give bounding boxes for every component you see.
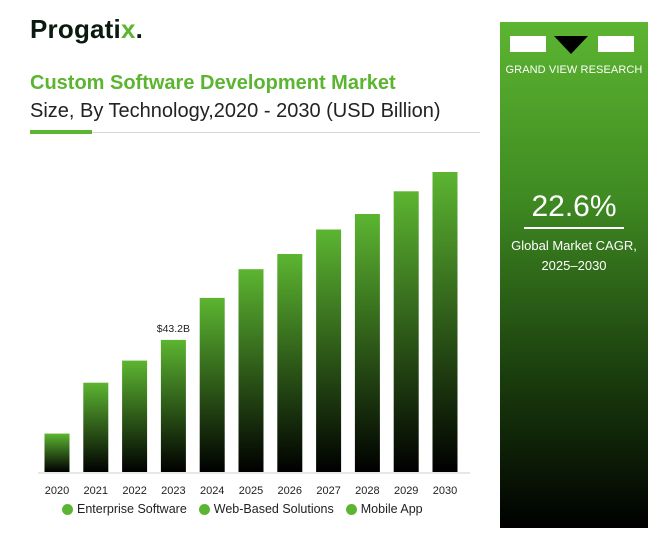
logo-text-suffix: . — [135, 14, 144, 44]
legend-dot-icon — [345, 503, 357, 515]
bar-2024 — [199, 297, 225, 472]
bar-2023 — [160, 339, 186, 472]
x-tick-label-2024: 2024 — [200, 485, 224, 497]
x-tick-label-2020: 2020 — [45, 485, 69, 497]
logo-box-left-icon — [510, 36, 546, 52]
x-tick-label-2030: 2030 — [433, 485, 457, 497]
chart-title-line2: Size, By Technology,2020 - 2030 (USD Bil… — [30, 100, 441, 122]
legend-label: Enterprise Software — [77, 502, 187, 516]
bar-2022 — [122, 360, 148, 472]
x-tick-label-2027: 2027 — [316, 485, 340, 497]
source-label: GRAND VIEW RESEARCH — [505, 64, 643, 76]
logo-box-right-icon — [598, 36, 634, 52]
title-divider — [30, 132, 480, 133]
progatix-logo: Progatix. — [30, 14, 143, 45]
legend-dot-icon — [198, 503, 210, 515]
legend-item-web: Web-Based Solutions — [198, 502, 334, 516]
title-accent-bar — [30, 130, 92, 134]
x-tick-label-2021: 2021 — [84, 485, 108, 497]
x-tick-label-2022: 2022 — [122, 485, 146, 497]
cagr-divider — [524, 227, 624, 229]
bar-2025 — [238, 269, 264, 472]
logo-text-main: Progati — [30, 14, 121, 44]
legend-dot-icon — [62, 503, 73, 515]
grand-view-research-logo — [510, 36, 634, 54]
data-label-2023: $43.2B — [157, 323, 190, 335]
x-tick-label-2025: 2025 — [239, 485, 263, 497]
bar-2027 — [316, 229, 342, 472]
cagr-label: Global Market CAGR, 2025–2030 — [500, 236, 648, 276]
bar-2030 — [432, 172, 458, 472]
legend-item-mobile: Mobile App — [345, 502, 423, 516]
cagr-label-line2: 2025–2030 — [541, 258, 607, 273]
x-tick-label-2029: 2029 — [394, 485, 418, 497]
legend: Enterprise Software Web-Based Solutions … — [62, 502, 423, 516]
bar-2029 — [393, 191, 419, 473]
bars-group — [44, 172, 458, 473]
legend-label: Web-Based Solutions — [213, 502, 334, 516]
x-axis-ticks: 2020 2021 2022 2023 2024 2025 2026 2027 2028 2029… — [45, 485, 457, 497]
legend-label: Mobile App — [360, 502, 423, 516]
bar-2028 — [354, 214, 380, 472]
cagr-side-panel — [500, 22, 648, 528]
bar-2026 — [277, 254, 303, 472]
logo-triangle-icon — [554, 36, 588, 54]
annotations-group: $43.2B — [157, 323, 190, 335]
legend-item-enterprise: Enterprise Software — [62, 502, 187, 516]
x-tick-label-2026: 2026 — [278, 485, 302, 497]
chart-title-line1: Custom Software Development Market — [30, 72, 396, 94]
cagr-value: 22.6% — [531, 190, 617, 223]
bar-2021 — [83, 382, 109, 472]
x-tick-label-2023: 2023 — [161, 485, 185, 497]
bar-2020 — [44, 433, 70, 472]
logo-text-accent: x — [120, 14, 136, 44]
x-tick-label-2028: 2028 — [355, 485, 379, 497]
cagr-label-line1: Global Market CAGR, — [511, 238, 637, 253]
